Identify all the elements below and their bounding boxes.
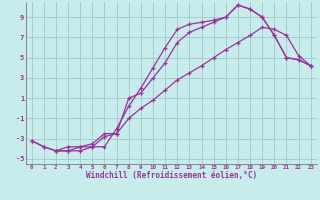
X-axis label: Windchill (Refroidissement éolien,°C): Windchill (Refroidissement éolien,°C) bbox=[86, 171, 257, 180]
